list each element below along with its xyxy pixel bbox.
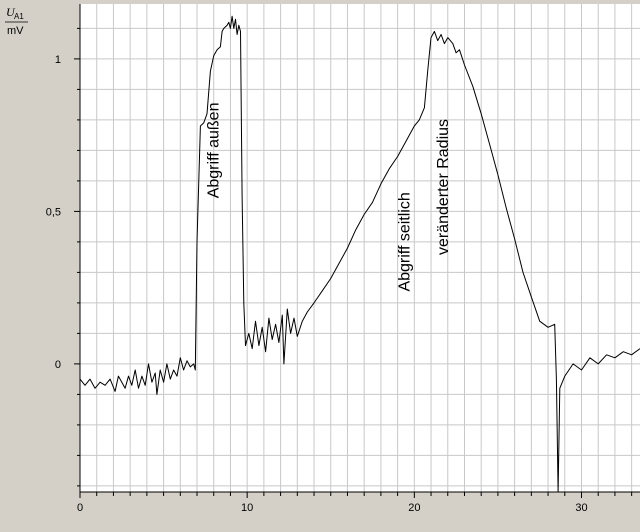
x-tick-label: 20 bbox=[408, 502, 420, 514]
annotations: Abgriff außen Abgriff seitlich veränderter… bbox=[206, 103, 452, 292]
annotation-label: Abgriff außen bbox=[206, 103, 223, 199]
tick-labels: 0 10 20 30 0 0,5 1 bbox=[46, 54, 588, 514]
y-axis-symbol: U bbox=[6, 5, 16, 19]
y-tick-label: 0,5 bbox=[46, 206, 61, 218]
x-tick-label: 30 bbox=[575, 502, 587, 514]
series-group bbox=[79, 15, 640, 493]
x-tick-label: 0 bbox=[77, 502, 83, 514]
tick-marks bbox=[74, 27, 633, 498]
axes bbox=[79, 4, 640, 493]
annotation-label: Abgriff seitlich bbox=[396, 192, 413, 291]
annotation-label: veränderter Radius bbox=[435, 119, 452, 255]
y-axis-label: U A1 mV bbox=[5, 5, 28, 37]
y-axis-subscript: A1 bbox=[14, 12, 24, 21]
y-tick-label: 0 bbox=[55, 359, 61, 371]
series-line bbox=[79, 15, 640, 493]
y-tick-label: 1 bbox=[55, 54, 61, 66]
x-tick-label: 10 bbox=[241, 502, 253, 514]
plot-area bbox=[80, 4, 640, 492]
grid-lines bbox=[80, 4, 640, 492]
y-axis-unit: mV bbox=[7, 25, 24, 37]
